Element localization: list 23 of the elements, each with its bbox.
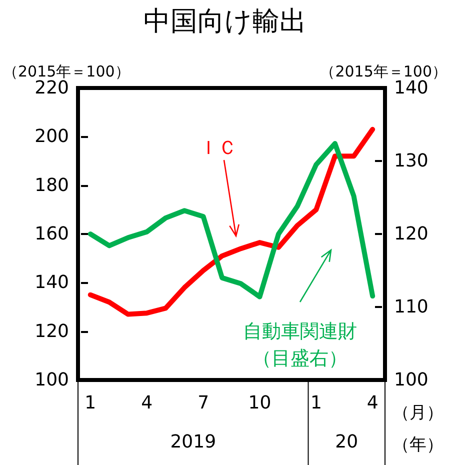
x-axis-title: （月）	[392, 403, 444, 423]
text: ＩＣ	[199, 137, 237, 159]
x-tick-label: 7	[198, 392, 210, 414]
x-tick-label: 1	[84, 392, 96, 414]
y2-tick-label: 110	[394, 296, 428, 318]
text: （年）	[392, 435, 444, 455]
text: 20	[335, 432, 358, 452]
x-tick-label: 4	[141, 392, 153, 414]
y-tick-label: 160	[34, 224, 69, 244]
y2-tick-label: 100	[394, 370, 428, 390]
y-tick-label: 100	[34, 370, 69, 390]
x-tick-label: 10	[248, 392, 272, 414]
y-tick-label: 120	[34, 320, 69, 342]
y-tick-label: 140	[34, 272, 69, 294]
x-tick-label: 1	[310, 392, 322, 414]
text: 2019	[170, 432, 216, 452]
y2-tick-label: 130	[394, 150, 428, 172]
y-tick-label: 200	[34, 126, 69, 148]
y-tick-label: 180	[34, 174, 69, 196]
x-tick-label: 4	[366, 392, 378, 414]
y2-tick-label: 120	[394, 224, 428, 244]
series-label: 自動車関連財（目盛右）	[243, 320, 357, 370]
chart-title: 中国向け輸出	[144, 6, 306, 37]
